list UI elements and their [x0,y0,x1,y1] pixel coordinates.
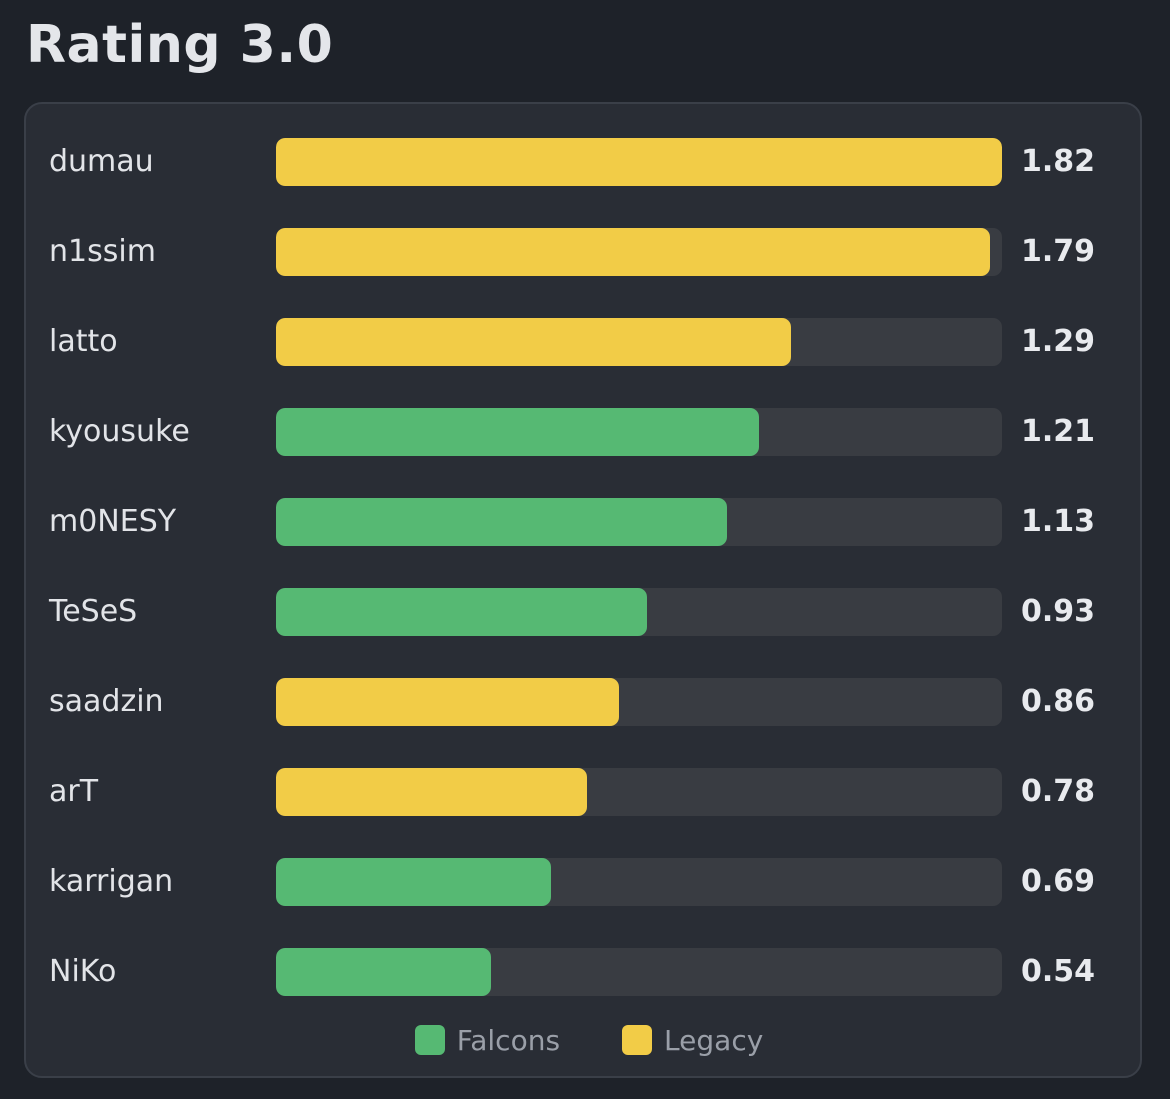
page-title: Rating 3.0 [26,15,334,75]
bar-row: karrigan 0.69 [26,858,1140,906]
player-name-label: latto [49,324,118,359]
bar-legacy [276,768,587,816]
bar-track [276,138,1002,186]
bar-value-label: 0.54 [1021,954,1096,989]
bar-row: NiKo 0.54 [26,948,1140,996]
bar-track [276,948,1002,996]
bar-track [276,498,1002,546]
legend-label: Legacy [664,1023,764,1057]
bar-legacy [276,228,990,276]
bar-row: arT 0.78 [26,768,1140,816]
bar-value-label: 1.29 [1021,324,1096,359]
bar-value-label: 1.82 [1021,144,1096,179]
legend-swatch [622,1025,653,1055]
bar-track [276,858,1002,906]
bar-track [276,678,1002,726]
legend-item-falcons: Falcons [403,1024,560,1057]
bar-value-label: 0.78 [1021,774,1096,809]
bar-row: m0NESY 1.13 [26,498,1140,546]
legend-item-legacy: Legacy [610,1024,763,1057]
player-name-label: m0NESY [49,504,177,539]
bar-track [276,768,1002,816]
bar-row: TeSeS 0.93 [26,588,1140,636]
bar-legacy [276,138,1002,186]
bar-legacy [276,318,791,366]
bar-row: saadzin 0.86 [26,678,1140,726]
player-name-label: dumau [49,144,154,179]
bar-falcons [276,948,491,996]
bar-value-label: 1.21 [1021,414,1096,449]
player-name-label: TeSeS [49,594,138,629]
bar-track [276,318,1002,366]
bar-falcons [276,408,759,456]
legend: Falcons Legacy [26,1022,1140,1058]
bar-falcons [276,498,727,546]
player-name-label: arT [49,774,99,809]
bar-value-label: 1.79 [1021,234,1096,269]
bar-track [276,588,1002,636]
bar-row: n1ssim 1.79 [26,228,1140,276]
player-name-label: NiKo [49,954,117,989]
bar-track [276,228,1002,276]
chart-panel: dumau 1.82 n1ssim 1.79 latto 1.29 kyousuke 1.21… [24,102,1142,1078]
player-name-label: kyousuke [49,414,190,449]
bar-row: latto 1.29 [26,318,1140,366]
player-name-label: n1ssim [49,234,156,269]
bar-value-label: 0.93 [1021,594,1096,629]
bar-falcons [276,588,647,636]
bar-value-label: 0.86 [1021,684,1096,719]
legend-swatch [414,1025,445,1055]
bar-value-label: 1.13 [1021,504,1096,539]
bar-track [276,408,1002,456]
bar-legacy [276,678,619,726]
bar-row: dumau 1.82 [26,138,1140,186]
player-name-label: saadzin [49,684,164,719]
player-name-label: karrigan [49,864,174,899]
legend-label: Falcons [456,1023,561,1057]
bar-value-label: 0.69 [1021,864,1096,899]
bar-row: kyousuke 1.21 [26,408,1140,456]
bar-falcons [276,858,551,906]
